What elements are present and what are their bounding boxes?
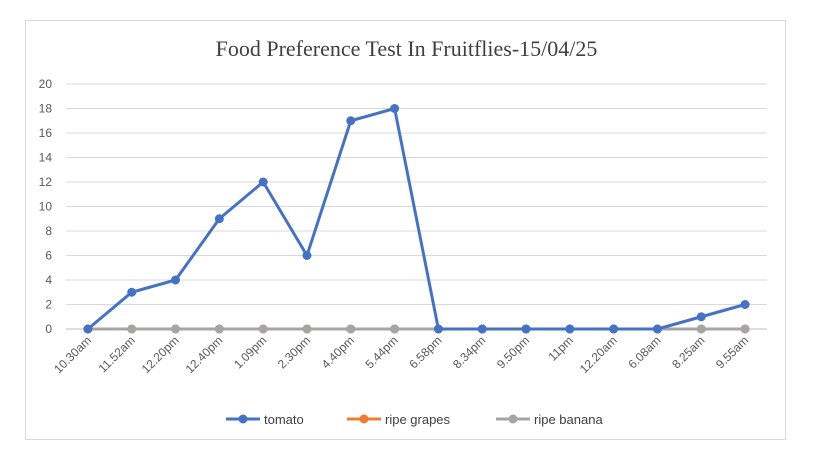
data-point [346, 116, 356, 126]
data-point [171, 324, 181, 334]
data-point [127, 287, 137, 297]
data-point [696, 312, 706, 322]
series-tomato [83, 104, 750, 334]
data-point [258, 324, 268, 334]
x-tick-label: 12.20pm [139, 333, 182, 376]
data-point [302, 324, 312, 334]
data-point [433, 324, 443, 334]
y-tick-label: 6 [45, 249, 52, 263]
data-point [565, 324, 575, 334]
data-point [740, 324, 750, 334]
y-tick-label: 20 [39, 77, 53, 91]
x-tick-label: 6.58pm [406, 333, 444, 371]
data-point [740, 300, 750, 309]
data-point [171, 275, 181, 285]
x-tick-label: 12.20am [577, 333, 620, 376]
chart-frame [25, 20, 786, 440]
legend-label: ripe banana [534, 412, 603, 427]
legend-marker [508, 414, 518, 424]
data-point [214, 324, 224, 334]
y-tick-label: 8 [45, 224, 52, 238]
data-point [302, 251, 312, 260]
x-tick-label: 11.52am [96, 333, 138, 375]
data-point [696, 324, 706, 334]
data-point [477, 324, 487, 334]
legend-marker [359, 414, 369, 424]
data-point [521, 324, 531, 334]
data-point [390, 324, 400, 334]
y-tick-label: 14 [39, 151, 53, 165]
chart-title: Food Preference Test In Fruitflies-15/04… [215, 36, 598, 61]
legend-marker [238, 414, 248, 424]
data-point [214, 214, 224, 224]
x-tick-label: 4.40pm [319, 333, 357, 371]
x-tick-label: 9.55am [713, 333, 751, 371]
data-point [652, 324, 662, 334]
x-tick-label: 5.44pm [363, 333, 401, 371]
y-tick-label: 16 [39, 126, 53, 140]
legend-item-tomato: tomato [226, 412, 304, 427]
x-tick-label: 2.30pm [275, 333, 313, 371]
y-tick-label: 0 [45, 322, 52, 336]
x-tick-label: 1.09pm [231, 333, 269, 371]
y-tick-label: 2 [45, 298, 52, 312]
data-point [390, 104, 400, 113]
y-tick-label: 4 [45, 273, 52, 287]
data-point [127, 324, 137, 334]
x-tick-label: 11pm [545, 333, 576, 364]
x-tick-label: 8.25am [669, 333, 707, 371]
y-tick-label: 12 [39, 175, 53, 189]
data-point [346, 324, 356, 334]
legend-item-ripe-banana: ripe banana [496, 412, 603, 427]
data-point [609, 324, 619, 334]
series-line [86, 107, 747, 331]
legend-item-ripe-grapes: ripe grapes [347, 412, 451, 427]
y-tick-label: 18 [39, 102, 53, 116]
y-tick-label: 10 [39, 200, 53, 214]
x-tick-label: 6.08am [625, 333, 663, 371]
legend-label: ripe grapes [385, 412, 451, 427]
x-tick-label: 12.40pm [183, 333, 226, 376]
x-tick-label: 9.50pm [494, 333, 532, 371]
legend-label: tomato [264, 412, 304, 427]
data-point [258, 177, 268, 187]
x-tick-label: 10.30am [51, 333, 94, 376]
x-tick-label: 8.34pm [450, 333, 488, 371]
data-point [83, 324, 93, 334]
